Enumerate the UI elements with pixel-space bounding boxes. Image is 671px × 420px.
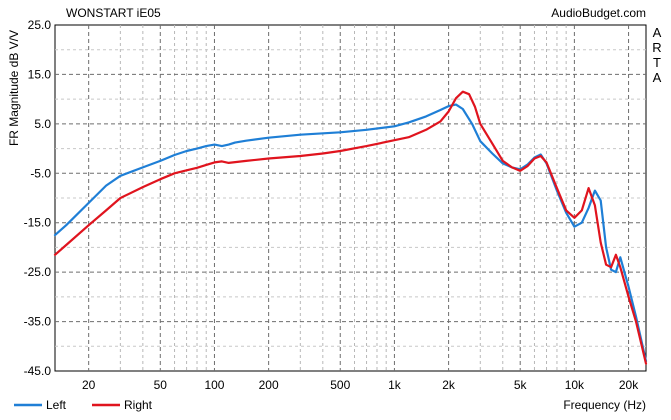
major-grid <box>55 25 646 371</box>
chart-title: WONSTART iE05 <box>66 6 161 20</box>
x-tick-label: 1k <box>388 378 402 392</box>
x-tick-label: 500 <box>330 378 350 392</box>
x-tick-label: 20k <box>619 378 639 392</box>
series-line-left <box>53 103 648 363</box>
x-tick-label: 50 <box>154 378 168 392</box>
side-label-letter: A <box>653 70 662 85</box>
x-tick-label: 2k <box>442 378 456 392</box>
x-axis-label: Frequency (Hz) <box>563 398 646 412</box>
legend: Left Right <box>14 398 153 412</box>
x-tick-label: 5k <box>514 378 528 392</box>
side-label-letter: R <box>652 40 661 55</box>
legend-label-left: Left <box>46 398 67 412</box>
legend-label-right: Right <box>124 398 153 412</box>
y-tick-label: -35.0 <box>24 315 52 329</box>
y-tick-label: -15.0 <box>24 216 52 230</box>
x-tick-label: 100 <box>204 378 224 392</box>
y-tick-label: -5.0 <box>30 166 51 180</box>
y-tick-label: 15.0 <box>28 67 52 81</box>
side-label-letter: T <box>653 55 661 70</box>
y-tick-label: 5.0 <box>34 117 51 131</box>
y-tick-label: -25.0 <box>24 265 52 279</box>
y-tick-label: -45.0 <box>24 364 52 378</box>
x-tick-labels: 20 50 100 200 500 1k 2k 5k 10k 20k <box>82 378 639 392</box>
series-layer <box>53 90 648 365</box>
y-axis-label: FR Magnitude dB V/V <box>7 30 21 146</box>
watermark-label: AudioBudget.com <box>551 6 646 20</box>
x-tick-label: 200 <box>259 378 279 392</box>
series-line-right <box>53 90 648 365</box>
y-tick-labels: 25.0 15.0 5.0 -5.0 -15.0 -25.0 -35.0 -45.0 <box>24 18 52 378</box>
x-tick-label: 20 <box>82 378 96 392</box>
minor-grid <box>55 25 646 371</box>
y-tick-label: 25.0 <box>28 18 52 32</box>
x-tick-label: 10k <box>565 378 585 392</box>
side-label-letter: A <box>653 25 662 40</box>
